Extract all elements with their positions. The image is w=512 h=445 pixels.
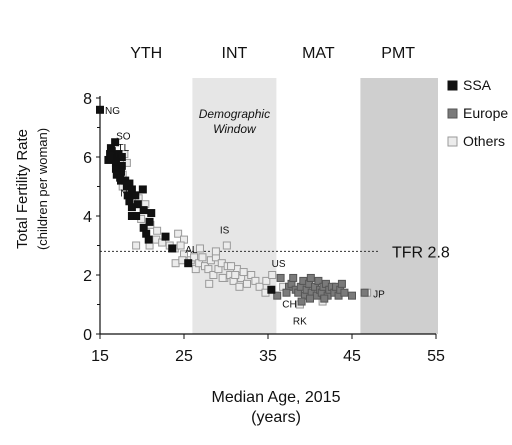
legend-swatch-ssa (447, 80, 458, 91)
point-others (198, 253, 207, 262)
point-others (231, 271, 240, 279)
point-others (247, 271, 256, 279)
point-europe (337, 279, 346, 288)
point-europe (273, 291, 282, 300)
point-label-is: IS (220, 226, 230, 237)
point-label-al: AL (185, 245, 198, 256)
reference-line: TFR 2.8 (100, 244, 450, 261)
point-ssa (131, 191, 140, 200)
x-tick-label: 35 (259, 348, 277, 365)
y-tick-label: 2 (83, 268, 92, 285)
x-tick-label: 25 (175, 348, 193, 365)
point-others (262, 276, 271, 285)
legend-label-ssa: SSA (463, 77, 492, 93)
point-europe (289, 273, 298, 282)
point-label-ni: NI (120, 189, 130, 200)
point-ssa (168, 244, 177, 253)
point-others (243, 279, 251, 288)
point-others (195, 244, 204, 253)
demographic-window-annotation: Demographic Window (199, 107, 270, 136)
point-europe (306, 273, 315, 282)
legend: SSA Europe Others (447, 77, 508, 149)
point-label-ch: CH (282, 300, 296, 311)
point-others (251, 276, 260, 285)
legend-label-europe: Europe (463, 105, 508, 121)
point-label-ng: NG (105, 106, 120, 117)
point-others (153, 226, 162, 235)
y-tick-label: 0 (83, 327, 92, 344)
phase-labels: YTH INT MAT PMT (130, 45, 415, 62)
point-ssa (161, 232, 170, 241)
x-axis-label: Median Age, 2015 (212, 389, 341, 406)
legend-swatch-europe (447, 108, 458, 119)
point-ssa (111, 138, 120, 147)
point-ssa (184, 259, 193, 268)
point-label-rk: RK (293, 317, 307, 328)
phase-band-pmt (360, 78, 438, 334)
point-europe (320, 294, 329, 303)
point-europe (297, 297, 306, 306)
point-label-us: US (272, 259, 286, 270)
point-europe (306, 294, 314, 303)
point-ssa (127, 203, 136, 212)
point-ssa (116, 173, 125, 182)
point-ssa (139, 206, 148, 215)
point-europe (340, 288, 349, 297)
phase-label-mat: MAT (302, 45, 335, 62)
legend-swatch-others (447, 136, 458, 147)
point-others (255, 282, 264, 291)
point-others (235, 282, 244, 291)
phase-label-pmt: PMT (381, 45, 415, 62)
point-ssa (132, 212, 141, 220)
phase-label-int: INT (222, 45, 248, 62)
point-others (239, 268, 248, 277)
point-ssa (117, 153, 126, 161)
data-points (96, 105, 372, 309)
point-europe (276, 273, 285, 282)
point-others (218, 273, 227, 282)
y-axis-units: (children per woman) (35, 128, 50, 250)
point-ssa (106, 153, 115, 161)
y-tick-label: 4 (83, 209, 92, 226)
y-tick-label: 8 (83, 91, 92, 108)
point-others (209, 271, 218, 279)
point-ssa (138, 185, 147, 194)
point-label-tl: TL (117, 143, 129, 154)
point-europe (360, 288, 369, 297)
point-europe (314, 276, 323, 285)
x-tick-label: 45 (343, 348, 361, 365)
point-others (211, 247, 220, 256)
x-axis-units: (years) (251, 409, 301, 426)
legend-label-others: Others (463, 133, 505, 149)
y-axis-label: Total Fertility Rate (14, 129, 31, 249)
axes: 0 2 4 6 8 15 25 35 45 55 (83, 91, 445, 365)
point-others (227, 262, 236, 271)
point-ssa (267, 285, 276, 294)
point-europe (348, 291, 356, 300)
point-ssa (96, 105, 104, 114)
phase-label-yth: YTH (130, 45, 162, 62)
point-label-so: SO (116, 131, 131, 142)
point-others (204, 265, 213, 274)
phase-bands: Demographic Window (192, 78, 438, 334)
point-others (132, 241, 141, 250)
point-ssa (144, 235, 153, 244)
y-tick-label: 6 (83, 150, 92, 167)
point-others (222, 241, 231, 250)
x-tick-label: 15 (91, 348, 109, 365)
point-others (174, 229, 183, 238)
point-europe (282, 288, 291, 297)
point-others (205, 279, 214, 288)
point-ssa (145, 217, 154, 226)
point-label-jp: JP (373, 290, 385, 301)
point-others (176, 241, 185, 250)
point-others (268, 271, 277, 279)
point-ssa (147, 209, 156, 218)
x-tick-label: 55 (427, 348, 445, 365)
point-others (190, 253, 199, 262)
point-others (171, 259, 180, 268)
tfr-reference-label: TFR 2.8 (392, 244, 450, 261)
